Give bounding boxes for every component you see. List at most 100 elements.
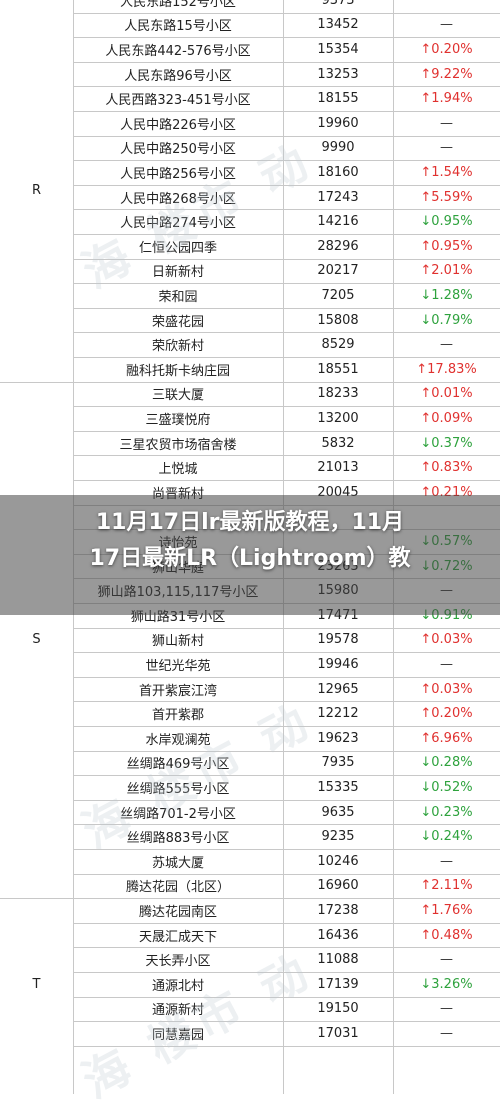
community-name: 人民中路274号小区 xyxy=(120,216,236,232)
unit-price: 19578 xyxy=(317,632,359,648)
table-row: 通源北村 17139 ↓3.26% xyxy=(0,972,500,997)
community-name: 通源新村 xyxy=(151,1003,204,1019)
community-name: 苏城大厦 xyxy=(151,855,204,871)
table-row: 首开紫郡 12212 ↑0.20% xyxy=(0,701,500,726)
unit-price: 19946 xyxy=(317,656,359,672)
community-name: 荣盛花园 xyxy=(151,314,204,330)
price-change: ↑0.03% xyxy=(420,681,473,697)
table-row: 通源新村 19150 — xyxy=(0,997,500,1022)
table-row: 荣和园 7205 ↓1.28% xyxy=(0,283,500,308)
table-row: 三盛璞悦府 13200 ↑0.09% xyxy=(0,406,500,431)
price-change: — xyxy=(440,115,453,131)
row-divider xyxy=(73,12,500,14)
title-line-2: 17日最新LR（Lightroom）教 xyxy=(89,546,411,571)
unit-price: 8529 xyxy=(321,337,355,353)
unit-price: 18551 xyxy=(317,361,359,377)
row-divider xyxy=(73,922,500,924)
table-row: 水岸观澜苑 19623 ↑6.96% xyxy=(0,726,500,751)
unit-price: 7935 xyxy=(321,755,355,771)
community-name: 人民中路250号小区 xyxy=(120,142,236,158)
unit-price: 20217 xyxy=(317,263,359,279)
table-row: 人民东路15号小区 13452 — xyxy=(0,13,500,38)
community-name: 上悦城 xyxy=(158,462,198,478)
price-change: — xyxy=(440,853,453,869)
table-row: 天长弄小区 11088 — xyxy=(0,947,500,972)
row-divider xyxy=(73,61,500,63)
unit-price: 17139 xyxy=(317,976,359,992)
table-row: 丝绸路469号小区 7935 ↓0.28% xyxy=(0,751,500,776)
unit-price: 13253 xyxy=(317,66,359,82)
unit-price: 9235 xyxy=(321,829,355,845)
unit-price: 5832 xyxy=(321,435,355,451)
price-change: ↑17.83% xyxy=(416,361,477,377)
unit-price: 18155 xyxy=(317,91,359,107)
table-row: 人民东路152号小区 9373 xyxy=(0,0,500,13)
row-divider xyxy=(73,676,500,678)
community-name: 天晟汇成天下 xyxy=(138,929,217,945)
row-divider xyxy=(73,37,500,39)
table-row: 融科托斯卡纳庄园 18551 ↑17.83% xyxy=(0,357,500,382)
row-divider xyxy=(73,750,500,752)
table-row: 狮山新村 19578 ↑0.03% xyxy=(0,628,500,653)
row-divider xyxy=(73,209,500,211)
unit-price: 10246 xyxy=(317,853,359,869)
price-change xyxy=(393,0,500,13)
price-change: ↓1.28% xyxy=(420,287,473,303)
price-change: ↓0.95% xyxy=(420,214,473,230)
unit-price: 17031 xyxy=(317,1025,359,1041)
row-divider xyxy=(73,701,500,703)
row-divider xyxy=(73,184,500,186)
table-row: 同慧嘉园 17031 — xyxy=(0,1021,500,1046)
price-change: ↑0.48% xyxy=(420,927,473,943)
price-change: ↑6.96% xyxy=(420,730,473,746)
row-divider xyxy=(73,873,500,875)
table-row: 荣盛花园 15808 ↓0.79% xyxy=(0,308,500,333)
row-divider xyxy=(73,234,500,235)
community-name: 融科托斯卡纳庄园 xyxy=(125,363,230,379)
unit-price: 14216 xyxy=(317,214,359,230)
row-divider xyxy=(73,307,500,309)
table-row: 人民中路268号小区 17243 ↑5.59% xyxy=(0,185,500,210)
price-change: ↓0.23% xyxy=(420,804,473,820)
community-name: 通源北村 xyxy=(151,978,204,994)
price-change: ↓0.52% xyxy=(420,779,473,795)
row-divider xyxy=(73,283,500,285)
community-name: 人民东路15号小区 xyxy=(124,19,232,35)
article-title[interactable]: 11月17日lr最新版教程，11月 17日最新LR（Lightroom）教 xyxy=(0,505,500,577)
table-row: 三联大厦 18233 ↑0.01% xyxy=(0,382,500,407)
community-name: 人民中路256号小区 xyxy=(120,166,236,182)
price-change: ↑0.01% xyxy=(420,386,473,402)
table-row: 人民西路323-451号小区 18155 ↑1.94% xyxy=(0,86,500,111)
row-divider xyxy=(73,947,500,949)
row-divider xyxy=(73,406,500,408)
community-name: 世纪光华苑 xyxy=(145,658,211,674)
row-divider xyxy=(73,111,500,112)
unit-price: 18233 xyxy=(317,386,359,402)
row-divider xyxy=(73,430,500,432)
community-name: 荣和园 xyxy=(158,289,198,305)
row-divider xyxy=(73,160,500,162)
group-letter: S xyxy=(32,632,41,648)
price-change: — xyxy=(440,656,453,672)
price-change: ↑0.20% xyxy=(420,41,473,57)
community-name: 天长弄小区 xyxy=(145,954,211,970)
community-name: 同慧嘉园 xyxy=(151,1027,204,1043)
row-divider xyxy=(73,135,500,137)
group-letter: R xyxy=(31,183,42,199)
community-name: 三星农贸市场宿舍楼 xyxy=(119,437,237,453)
row-divider xyxy=(73,1045,500,1047)
unit-price: 16436 xyxy=(317,927,359,943)
price-change: ↑0.03% xyxy=(420,632,473,648)
community-name: 人民东路96号小区 xyxy=(124,68,232,84)
unit-price: 21013 xyxy=(317,460,359,476)
community-name: 人民东路152号小区 xyxy=(120,0,236,10)
price-change: — xyxy=(440,337,453,353)
title-overlay xyxy=(0,495,500,615)
row-divider xyxy=(73,627,500,629)
price-change: — xyxy=(440,1001,453,1017)
table-row: 仁恒公园四季 28296 ↑0.95% xyxy=(0,234,500,259)
unit-price: 18160 xyxy=(317,164,359,180)
row-divider xyxy=(0,898,500,900)
row-divider xyxy=(73,849,500,850)
price-change: ↓0.37% xyxy=(420,435,473,451)
